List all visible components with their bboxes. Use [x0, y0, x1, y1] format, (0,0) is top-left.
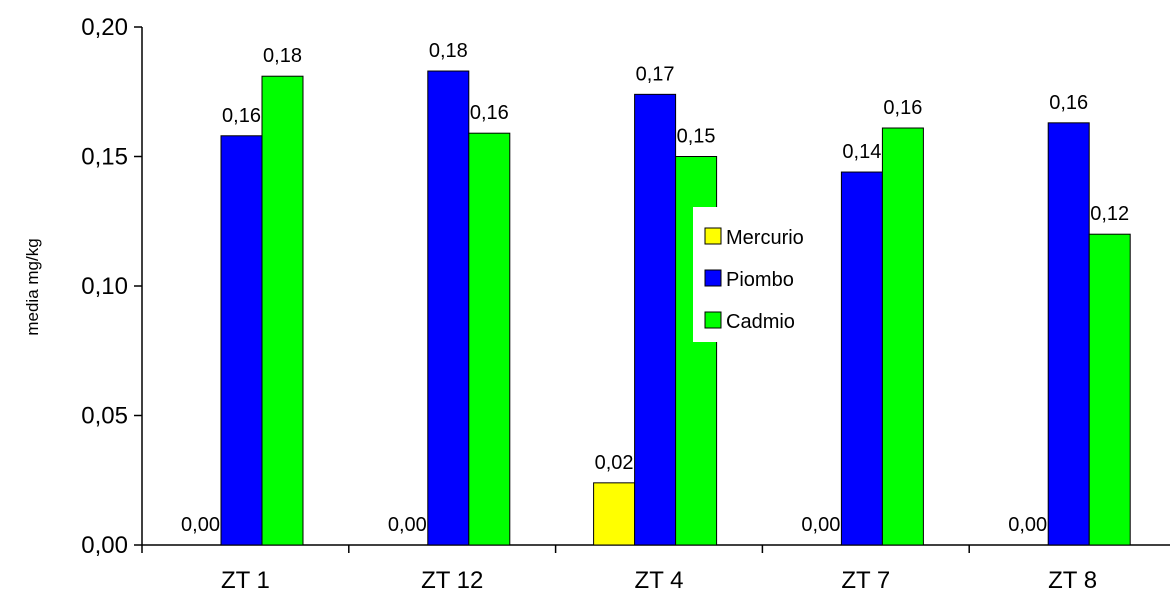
- bar-piombo: [1047, 122, 1090, 546]
- x-tick-label: ZT 8: [1048, 567, 1097, 594]
- legend-label: Mercurio: [726, 227, 804, 249]
- data-label: 0,14: [842, 141, 881, 163]
- y-axis-title: media mg/kg: [23, 238, 42, 335]
- data-label: 0,00: [388, 514, 427, 536]
- data-label: 0,12: [1090, 203, 1129, 225]
- bar-mercurio: [593, 482, 636, 546]
- y-axis: 0,00 0,05 0,10 0,15 0,20: [81, 14, 143, 559]
- x-tick-label: ZT 7: [841, 567, 890, 594]
- legend-swatch: [704, 227, 722, 245]
- x-tick-label: ZT 12: [421, 567, 483, 594]
- data-label: 0,18: [263, 45, 302, 67]
- data-label: 0,16: [470, 102, 509, 124]
- y-tick-label: 0,10: [81, 273, 128, 300]
- legend-label: Cadmio: [726, 311, 795, 333]
- x-axis: ZT 1 ZT 12 ZT 4 ZT 7 ZT 8: [141, 544, 1170, 594]
- bar-piombo: [220, 135, 263, 546]
- legend-swatch: [704, 311, 722, 329]
- data-labels: 0,00 0,000,020,00 0,000,160,180,170,140,16…: [181, 40, 1129, 536]
- data-label: 0,00: [181, 514, 220, 536]
- data-label: 0,18: [429, 40, 468, 62]
- y-tick-label: 0,20: [81, 14, 128, 41]
- data-label: 0,15: [677, 126, 716, 148]
- bar-cadmio: [1088, 233, 1131, 546]
- y-tick-label: 0,05: [81, 403, 128, 430]
- x-tick-label: ZT 1: [221, 567, 270, 594]
- legend-label: Piombo: [726, 269, 794, 291]
- y-tick-label: 0,00: [81, 532, 128, 559]
- bar-cadmio: [468, 132, 511, 546]
- data-label: 0,17: [636, 63, 675, 85]
- bar-cadmio: [881, 127, 924, 546]
- bar-piombo: [634, 93, 677, 546]
- bar-cadmio: [261, 75, 304, 546]
- bars: [220, 70, 1131, 546]
- data-label: 0,00: [801, 514, 840, 536]
- x-tick-label: ZT 4: [635, 567, 684, 594]
- data-label: 0,00: [1008, 514, 1047, 536]
- bar-piombo: [840, 171, 883, 546]
- legend-swatch: [704, 269, 722, 287]
- data-label: 0,02: [595, 452, 634, 474]
- data-label: 0,16: [222, 105, 261, 127]
- legend: Mercurio Piombo Cadmio: [693, 207, 814, 342]
- y-tick-label: 0,15: [81, 144, 128, 171]
- data-label: 0,16: [1049, 92, 1088, 114]
- bar-piombo: [427, 70, 470, 546]
- data-label: 0,16: [883, 97, 922, 119]
